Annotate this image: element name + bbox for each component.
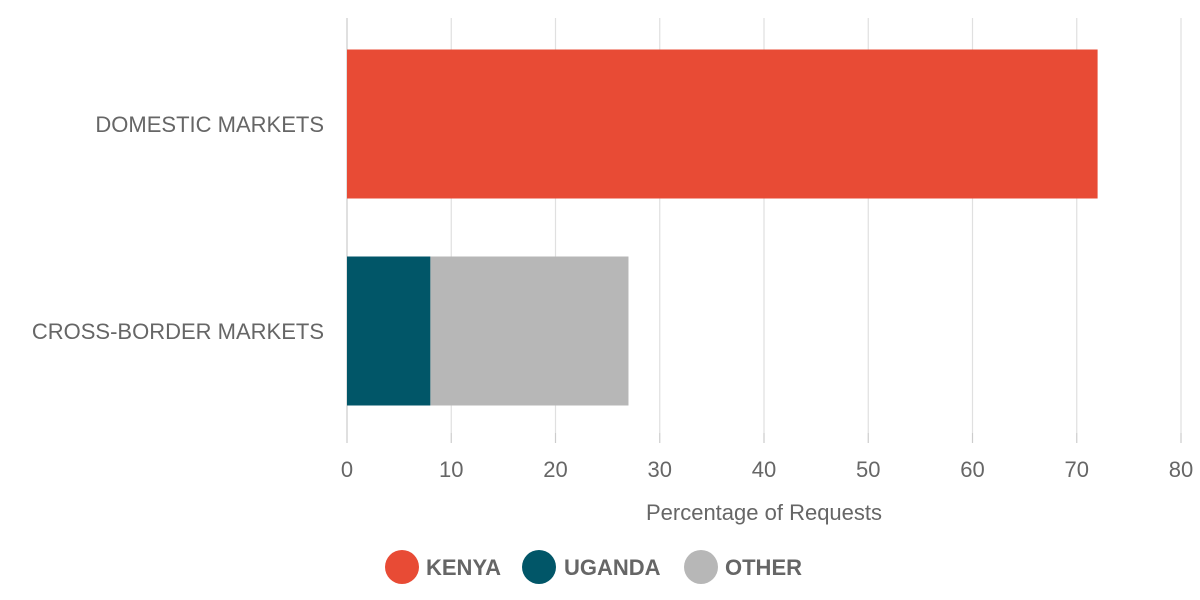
legend-label-kenya: KENYA (426, 555, 501, 580)
x-tick-label-20: 20 (543, 457, 567, 482)
x-tick-labels: 0 10 20 30 40 50 60 70 80 (341, 457, 1193, 482)
x-tick-label-80: 80 (1169, 457, 1193, 482)
category-label-1: CROSS-BORDER MARKETS (32, 319, 324, 344)
x-tick-label-10: 10 (439, 457, 463, 482)
x-axis-title: Percentage of Requests (646, 500, 882, 525)
legend-item-other[interactable]: OTHER (684, 550, 802, 584)
category-labels: DOMESTIC MARKETS CROSS-BORDER MARKETS (32, 112, 324, 344)
category-label-0: DOMESTIC MARKETS (95, 112, 324, 137)
x-tick-label-30: 30 (648, 457, 672, 482)
legend-swatch-other (684, 550, 718, 584)
legend-item-uganda[interactable]: UGANDA (522, 550, 661, 584)
bar-kenya-0[interactable] (347, 49, 1098, 199)
legend-label-uganda: UGANDA (564, 555, 661, 580)
bars (347, 49, 1098, 406)
legend[interactable]: KENYA UGANDA OTHER (385, 550, 802, 584)
x-tick-label-0: 0 (341, 457, 353, 482)
bar-other-1[interactable] (430, 256, 629, 406)
x-tick-label-60: 60 (960, 457, 984, 482)
legend-label-other: OTHER (725, 555, 802, 580)
x-tick-label-50: 50 (856, 457, 880, 482)
legend-item-kenya[interactable]: KENYA (385, 550, 501, 584)
legend-swatch-kenya (385, 550, 419, 584)
x-tick-label-40: 40 (752, 457, 776, 482)
bar-uganda-1[interactable] (347, 256, 431, 406)
legend-swatch-uganda (522, 550, 556, 584)
x-tick-label-70: 70 (1065, 457, 1089, 482)
